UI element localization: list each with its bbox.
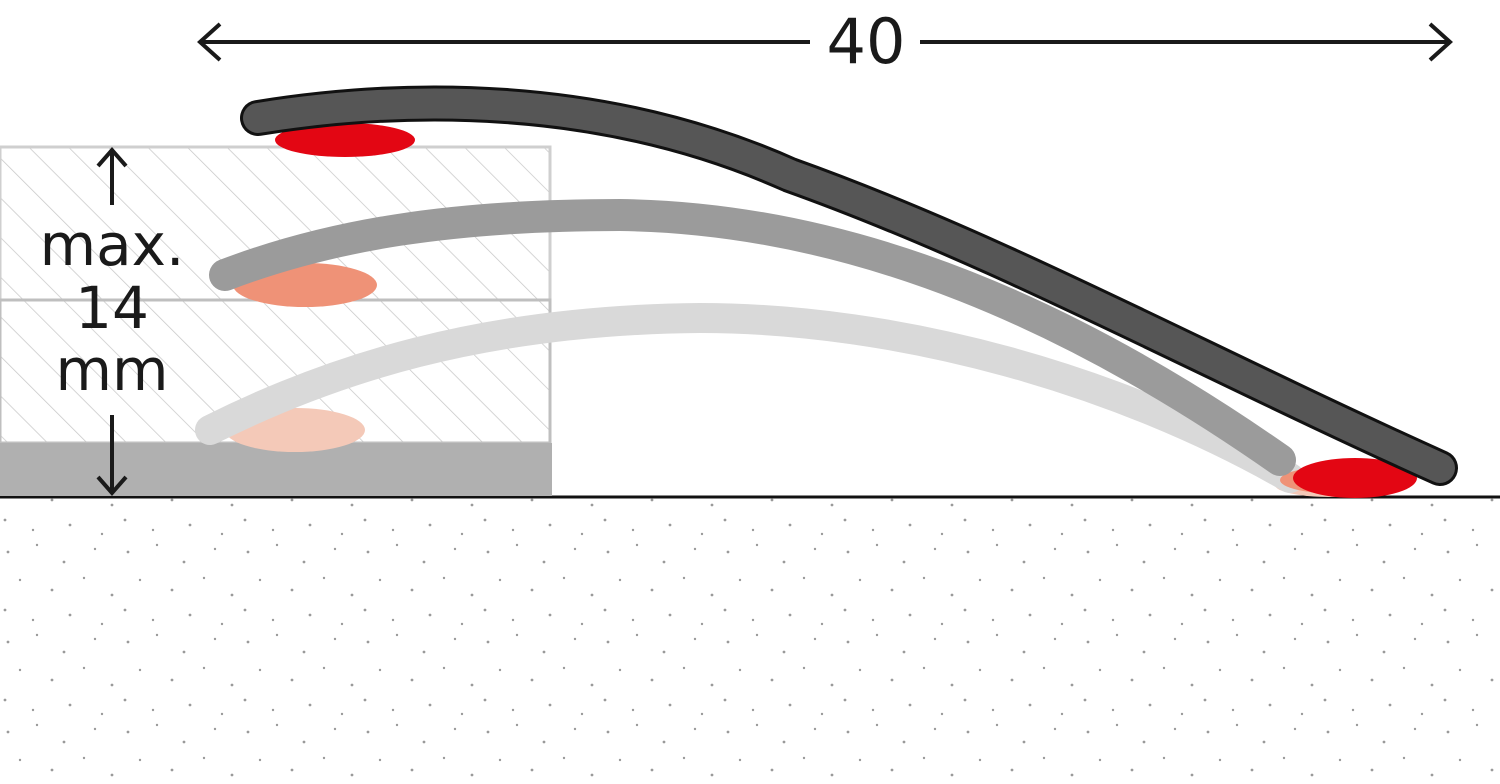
subfloor bbox=[0, 497, 1500, 784]
floor-layers bbox=[0, 145, 552, 496]
height-dimension bbox=[96, 146, 128, 497]
profile-high bbox=[240, 85, 1458, 498]
arrow-head bbox=[197, 22, 222, 62]
height-label: mm bbox=[56, 336, 169, 404]
profile-shape bbox=[243, 88, 1455, 483]
arrow-head bbox=[96, 146, 128, 168]
adhesive-pad bbox=[1293, 458, 1417, 498]
arrow-head bbox=[96, 475, 128, 497]
profile-shape bbox=[195, 302, 1305, 493]
adhesive-pad bbox=[275, 123, 415, 157]
height-label: max. bbox=[40, 211, 185, 279]
width-label: 40 bbox=[827, 5, 906, 78]
base-layer bbox=[0, 443, 552, 496]
height-label: 14 bbox=[75, 274, 149, 342]
profile-shape bbox=[209, 198, 1296, 476]
arrow-head bbox=[1428, 22, 1453, 62]
width-dimension bbox=[197, 22, 1453, 62]
